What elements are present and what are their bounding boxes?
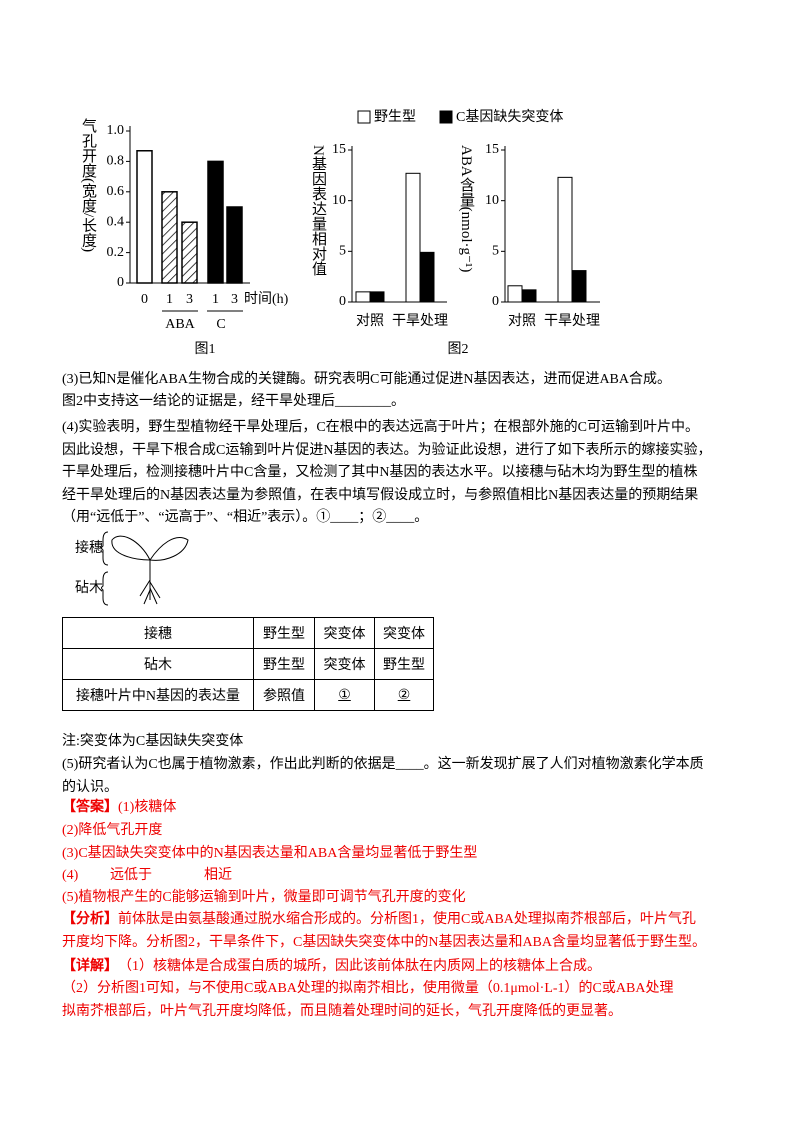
table-row: 接穗 野生型 突变体 突变体 xyxy=(62,617,434,649)
y-tick-label: 0.2 xyxy=(107,245,125,260)
bar xyxy=(571,270,587,303)
y-axis-label: ABA含量(nmol·g⁻¹) xyxy=(458,145,474,273)
x-tick-label: 0 xyxy=(141,292,148,307)
y-tick-label: 15 xyxy=(485,142,499,157)
text-line: (4)实验表明，野生型植物经干旱处理后，C在根中的表达远高于叶片；在根部外施的C… xyxy=(62,420,699,435)
plant-drawing xyxy=(101,531,189,606)
x-tick-label: 干旱处理 xyxy=(392,313,448,329)
x-tick-label: 对照 xyxy=(356,313,384,329)
bar xyxy=(521,289,537,303)
text-line: 相近 xyxy=(204,868,232,883)
table-cell: 野生型 xyxy=(253,617,315,649)
text-line: （2）分析图1可知，与不使用C或ABA处理的拟南芥相比，使用微量（0.1μmol… xyxy=(62,981,674,996)
table-cell: ① xyxy=(314,679,375,711)
legend-swatch xyxy=(439,110,453,124)
x-tick-label: 3 xyxy=(186,292,193,307)
text-line: 远低于 xyxy=(110,868,152,883)
x-tick-label: 1 xyxy=(166,292,173,307)
bar xyxy=(507,285,523,303)
legend-swatch xyxy=(357,110,371,124)
text-line: 【详解】 xyxy=(62,959,118,974)
table-row: 接穗叶片中N基因的表达量 参照值 ① ② xyxy=(62,679,434,711)
y-tick-label: 0 xyxy=(492,294,499,309)
text-line: (5)植物根产生的C能够运输到叶片，微量即可调节气孔开度的变化 xyxy=(62,890,466,905)
table-cell: ② xyxy=(374,679,434,711)
text-line: (3)C基因缺失突变体中的N基因表达量和ABA含量均显著低于野生型 xyxy=(62,846,478,861)
x-axis-label: 时间(h) xyxy=(244,291,289,307)
y-tick-label: 0.4 xyxy=(107,214,125,229)
text-line: 注:突变体为C基因缺失突变体 xyxy=(62,734,244,749)
y-axis-label: N基因表达量相对值 xyxy=(310,145,326,276)
bar xyxy=(405,172,421,303)
text-line: 【分析】 xyxy=(62,912,118,927)
group-label: C xyxy=(216,317,225,332)
text-line: (2)降低气孔开度 xyxy=(62,823,163,838)
legend-label: C基因缺失突变体 xyxy=(456,108,563,125)
text-line: 开度均下降。分析图2，干旱条件下，C基因缺失突变体中的N基因表达量和ABA含量均… xyxy=(62,935,707,950)
y-axis-label: 气孔开度(宽度/长度) xyxy=(80,118,96,253)
bar xyxy=(226,206,243,284)
text-line: （1）核糖体是合成蛋白质的城所，因此该前体肽在内质网上的核糖体上合成。 xyxy=(118,959,601,974)
y-tick-label: 5 xyxy=(492,244,499,259)
x-tick-label: 干旱处理 xyxy=(544,313,600,329)
table-cell: 突变体 xyxy=(314,617,375,649)
y-tick-label: 0.6 xyxy=(107,184,125,199)
table-cell: 野生型 xyxy=(374,648,434,680)
scion-label: 接穗 xyxy=(75,539,103,556)
text-line: 前体肽是由氨基酸通过脱水缩合形成的。分析图1，使用C或ABA处理拟南芥根部后，叶… xyxy=(118,912,696,927)
bar xyxy=(369,291,385,303)
y-tick-label: 0.8 xyxy=(107,154,125,169)
text-line: 的认识。 xyxy=(62,779,118,795)
caption: 图2 xyxy=(448,342,469,357)
table-cell: 参照值 xyxy=(253,679,315,711)
legend-label: 野生型 xyxy=(374,109,416,125)
table-cell: 砧木 xyxy=(62,648,254,680)
text-line: 经干旱处理后的N基因表达量为参照值，在表中填写假设成立时，与参照值相比N基因表达… xyxy=(62,487,699,503)
caption: 图1 xyxy=(195,342,216,357)
table-cell: 野生型 xyxy=(253,648,315,680)
table-cell: 突变体 xyxy=(314,648,375,680)
x-tick-label: 3 xyxy=(231,292,238,307)
bar xyxy=(207,160,224,284)
text-line: 【答案】 xyxy=(62,800,118,815)
y-tick-label: 0 xyxy=(339,294,346,309)
bar xyxy=(161,191,178,284)
y-tick-label: 1.0 xyxy=(107,123,125,138)
y-tick-label: 5 xyxy=(339,244,346,259)
y-tick-label: 0 xyxy=(117,275,124,290)
y-tick-label: 10 xyxy=(485,193,499,208)
x-tick-label: 1 xyxy=(212,292,219,307)
text-line: 图2中支持这一结论的证据是，经干旱处理后________。 xyxy=(62,394,405,409)
x-tick-label: 对照 xyxy=(508,313,536,329)
text-line: (5)研究者认为C也属于植物激素，作出此判断的依据是____。这一新发现扩展了人… xyxy=(62,757,704,772)
text-line: (4) xyxy=(62,868,79,883)
text-line: （用“远低于”、“远高于”、“相近”表示）。①____；②____。 xyxy=(62,510,429,525)
bar xyxy=(181,221,198,284)
y-tick-label: 15 xyxy=(332,142,346,157)
y-tick-label: 10 xyxy=(332,193,346,208)
table-row: 砧木 野生型 突变体 野生型 xyxy=(62,648,434,680)
bar xyxy=(419,251,435,303)
table-cell: 接穗叶片中N基因的表达量 xyxy=(62,679,254,711)
bar xyxy=(355,291,371,303)
text-line: 干旱处理后，检测接穗叶片中C含量，又检测了其中N基因的表达水平。以接穗与砧木均为… xyxy=(62,465,698,480)
group-label: ABA xyxy=(165,317,195,332)
text-line: 拟南芥根部后，叶片气孔开度均降低，而且随着处理时间的延长，气孔开度降低的更显著。 xyxy=(62,1004,622,1019)
table-cell: 突变体 xyxy=(374,617,434,649)
text-line: 因此设想，干旱下根合成C运输到叶片促进N基因的表达。为验证此设想，进行了如下表所… xyxy=(62,442,712,458)
bar xyxy=(136,150,153,284)
bar xyxy=(557,176,573,303)
table: 接穗 野生型 突变体 突变体 砧木 野生型 突变体 野生型 接穗叶片中N基因的表达量 参照值 ① ② xyxy=(62,617,434,711)
stock-label: 砧木 xyxy=(75,580,103,596)
table-cell: 接穗 xyxy=(62,617,254,649)
text-line: (1)核糖体 xyxy=(118,800,177,815)
text-line: (3)已知N是催化ABA生物合成的关键酶。研究表明C可能通过促进N基因表达，进而… xyxy=(62,372,671,387)
